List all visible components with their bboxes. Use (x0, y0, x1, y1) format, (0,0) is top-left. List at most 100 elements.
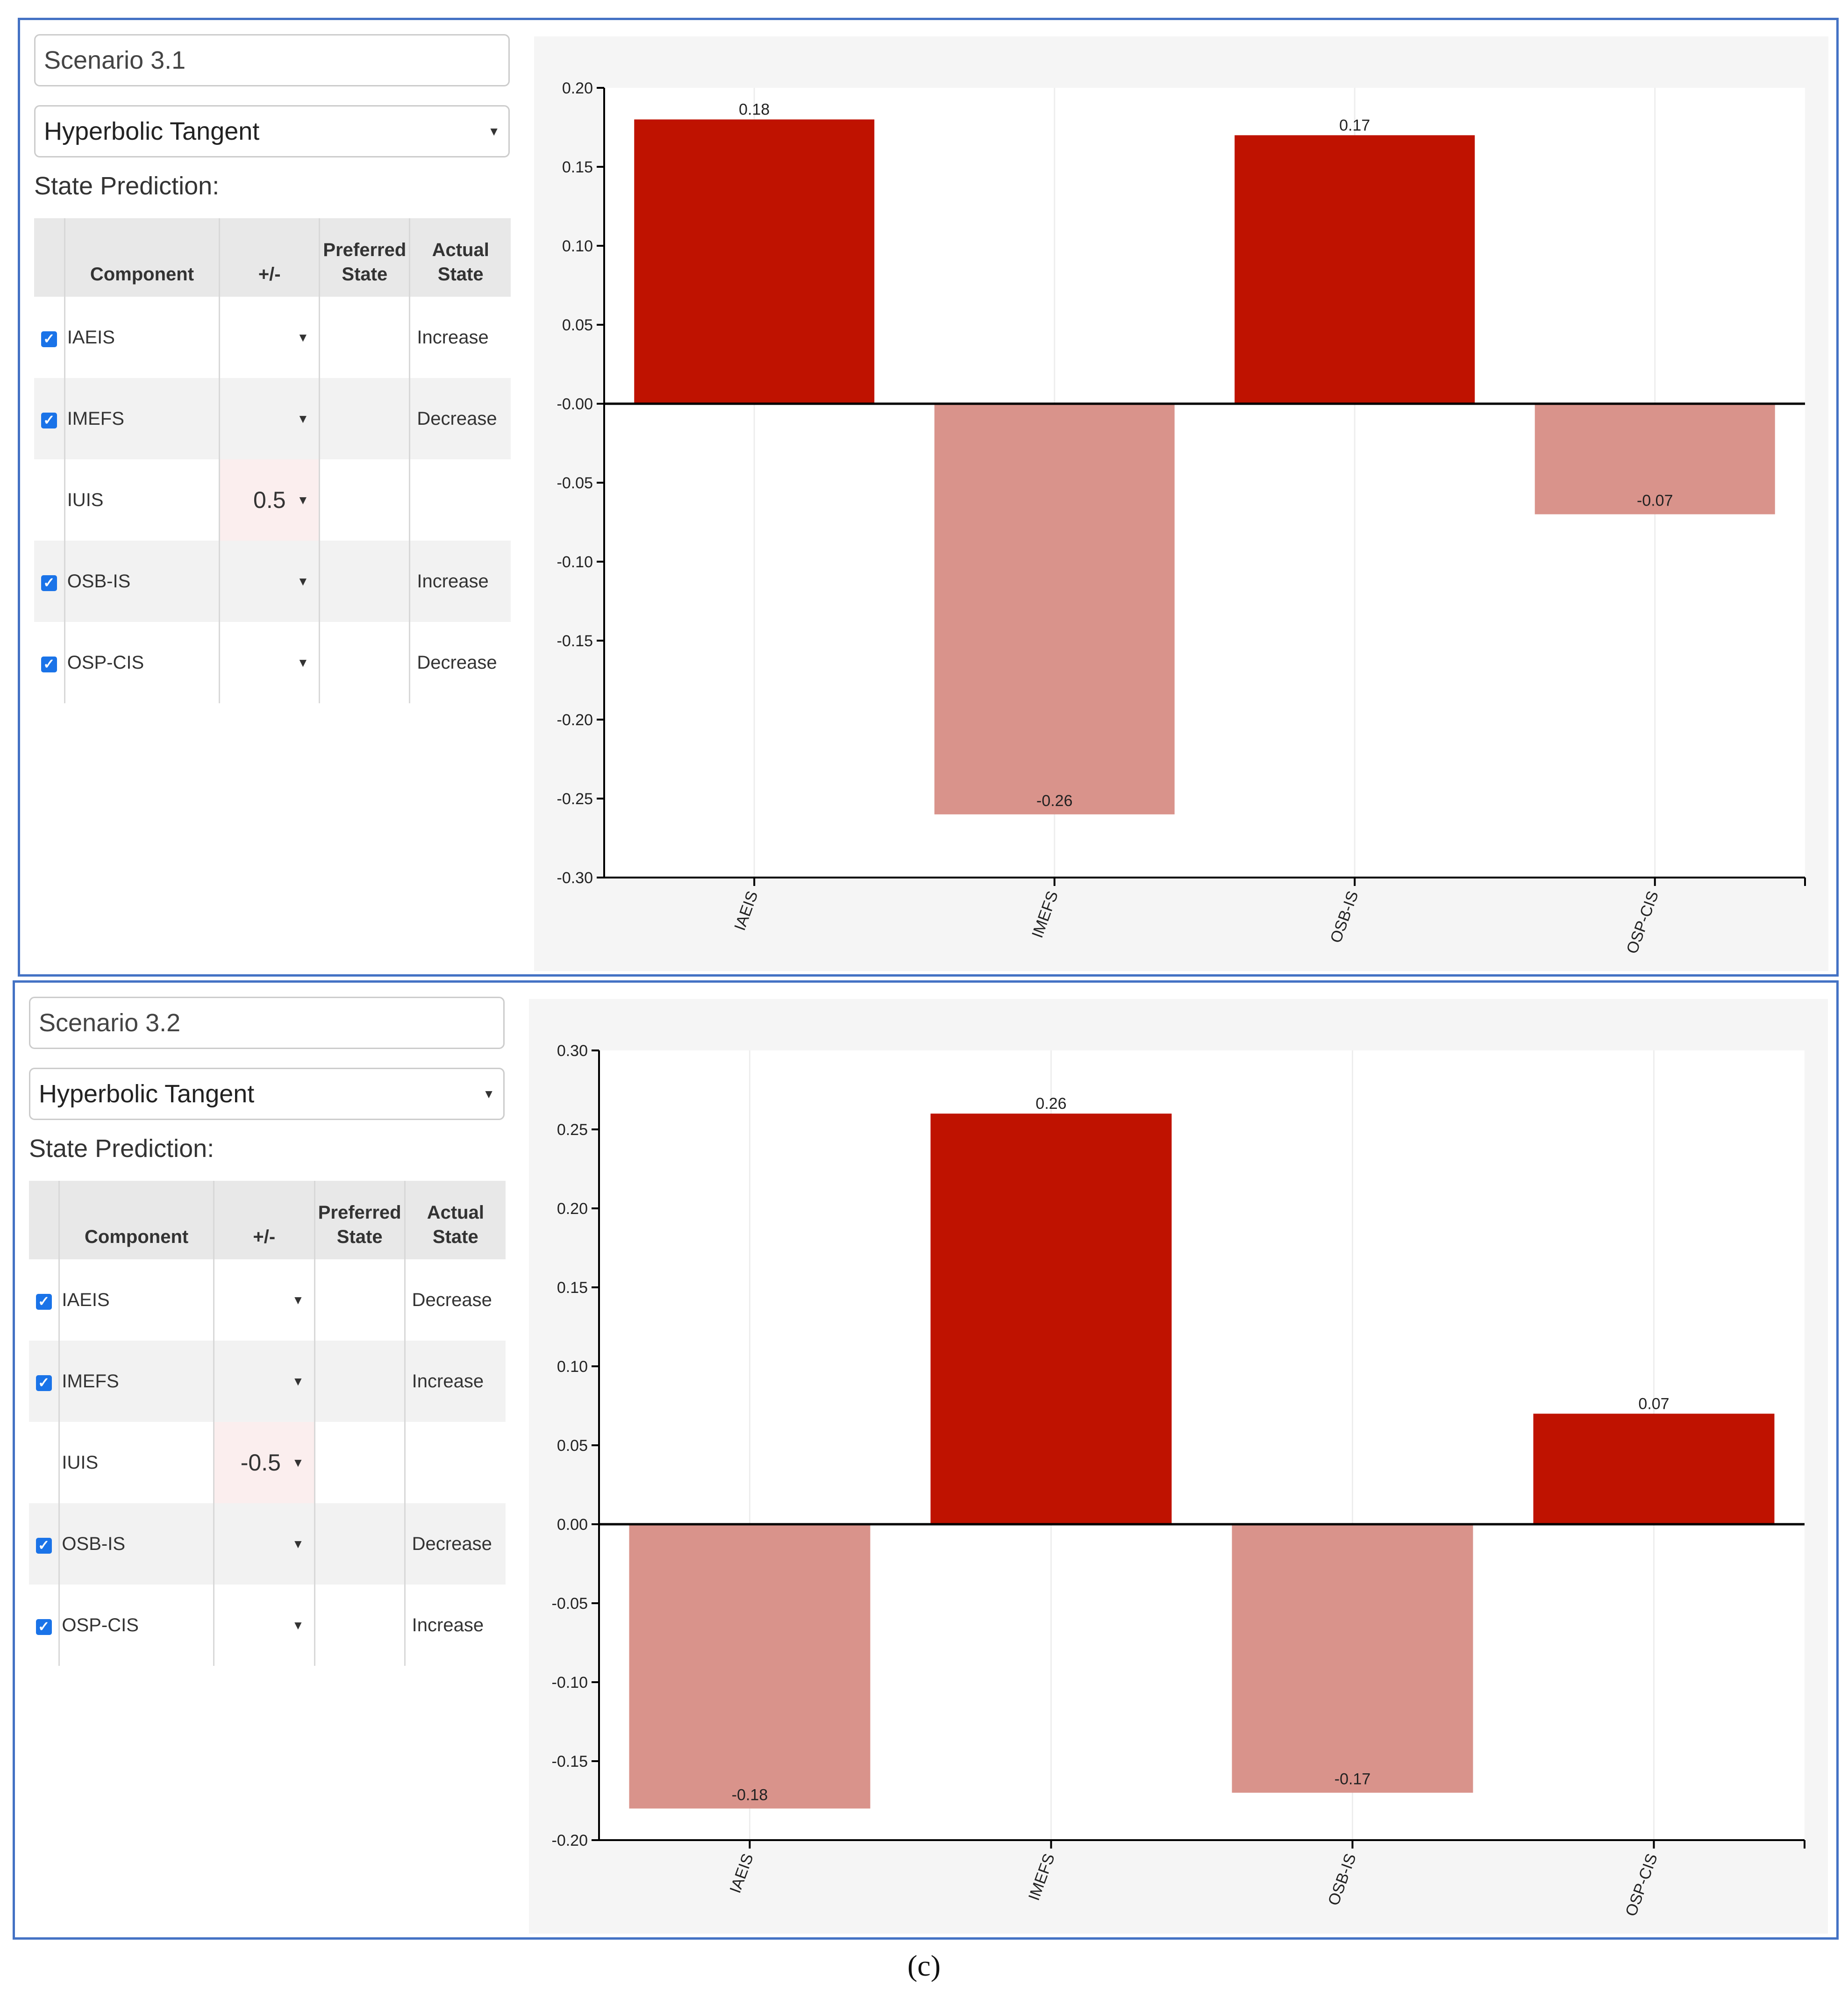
preferred-state-cell[interactable] (319, 459, 410, 541)
y-tick-label: -0.05 (557, 474, 593, 492)
bar-imefs[interactable] (930, 1114, 1172, 1524)
y-tick-label: -0.30 (557, 869, 593, 887)
bar-osp-cis[interactable] (1533, 1413, 1775, 1524)
preferred-state-cell[interactable] (319, 541, 410, 622)
actual-state: Decrease (404, 1259, 506, 1341)
bar-value-label: 0.07 (1638, 1395, 1669, 1413)
table-row: ✓ IAEIS ▼ Increase (34, 297, 511, 378)
scenario-name-input[interactable] (29, 997, 505, 1049)
table-row: ✓ IMEFS ▼ Increase (29, 1341, 506, 1422)
y-tick-label: 0.20 (557, 1200, 588, 1218)
row-checkbox[interactable]: ✓ (36, 1537, 52, 1554)
preferred-state-cell[interactable] (314, 1422, 405, 1503)
scenario-controls: Hyperbolic Tangent ▼ State Prediction: C… (29, 997, 506, 1666)
activation-function-select[interactable]: Hyperbolic Tangent ▼ (34, 105, 510, 157)
row-checkbox[interactable]: ✓ (41, 575, 57, 591)
plus-minus-dropdown[interactable]: -0.5 ▼ (215, 1449, 314, 1476)
preferred-state-cell[interactable] (319, 297, 410, 378)
y-tick-label: 0.25 (557, 1121, 588, 1139)
activation-function-value: Hyperbolic Tangent (39, 1080, 255, 1108)
plus-minus-dropdown[interactable]: ▼ (215, 1293, 314, 1307)
header-component: Component (64, 218, 220, 297)
caret-down-icon: ▼ (292, 1292, 304, 1307)
plus-minus-value: 0.5 (253, 487, 286, 513)
x-tick-label: IAEIS (731, 889, 761, 933)
caret-down-icon: ▼ (297, 411, 309, 426)
y-tick-label: 0.00 (557, 1516, 588, 1534)
caret-down-icon: ▼ (297, 655, 309, 670)
scenario-name-input[interactable] (34, 34, 510, 86)
plus-minus-dropdown[interactable]: ▼ (215, 1618, 314, 1633)
bar-iaeis[interactable] (634, 119, 875, 404)
activation-function-value: Hyperbolic Tangent (44, 117, 260, 145)
component-name: IAEIS (64, 297, 220, 378)
table-row: ✓ OSP-CIS ▼ Increase (29, 1585, 506, 1666)
scenario-panel-2: Hyperbolic Tangent ▼ State Prediction: C… (13, 980, 1839, 1940)
row-checkbox[interactable]: ✓ (41, 656, 57, 672)
preferred-state-cell[interactable] (314, 1341, 405, 1422)
y-tick-label: -0.20 (552, 1832, 588, 1849)
plus-minus-value: -0.5 (240, 1449, 281, 1476)
preferred-state-cell[interactable] (314, 1585, 405, 1666)
caret-down-icon: ▼ (297, 330, 309, 344)
x-tick-label: IMEFS (1028, 889, 1062, 941)
actual-state (409, 459, 511, 541)
component-name: IUIS (58, 1422, 214, 1503)
bar-value-label: -0.17 (1334, 1770, 1371, 1788)
actual-state: Increase (404, 1585, 506, 1666)
bar-imefs[interactable] (934, 404, 1175, 814)
figure-caption: (c) (907, 1949, 941, 1982)
y-tick-label: 0.10 (557, 1358, 588, 1376)
caret-down-icon: ▼ (483, 1086, 495, 1101)
header-actual-state: Actual State (404, 1181, 506, 1259)
x-tick-label: IAEIS (727, 1851, 757, 1896)
activation-function-select[interactable]: Hyperbolic Tangent ▼ (29, 1068, 505, 1120)
bar-osb-is[interactable] (1234, 135, 1475, 404)
actual-state (404, 1422, 506, 1503)
scenario-panel-1: Hyperbolic Tangent ▼ State Prediction: C… (18, 18, 1839, 977)
plus-minus-dropdown[interactable]: 0.5 ▼ (221, 486, 318, 514)
x-tick-label: OSP-CIS (1623, 889, 1662, 956)
row-checkbox[interactable]: ✓ (36, 1619, 52, 1635)
preferred-state-cell[interactable] (314, 1503, 405, 1585)
plus-minus-dropdown[interactable]: ▼ (221, 412, 318, 426)
component-name: OSB-IS (64, 541, 220, 622)
actual-state: Decrease (409, 378, 511, 459)
header-preferred-state: Preferred State (319, 218, 410, 297)
component-name: OSP-CIS (64, 622, 220, 703)
preferred-state-cell[interactable] (319, 622, 410, 703)
caret-down-icon: ▼ (292, 1536, 304, 1551)
plus-minus-dropdown[interactable]: ▼ (215, 1374, 314, 1389)
row-checkbox-empty[interactable] (29, 1422, 59, 1503)
bar-osb-is[interactable] (1232, 1524, 1473, 1793)
preferred-state-cell[interactable] (314, 1259, 405, 1341)
bar-osp-cis[interactable] (1534, 404, 1775, 514)
row-checkbox-empty[interactable] (34, 459, 64, 541)
bar-iaeis[interactable] (629, 1524, 870, 1809)
state-prediction-label: State Prediction: (34, 172, 220, 200)
bar-value-label: 0.17 (1339, 116, 1370, 134)
x-tick-label: OSB-IS (1327, 889, 1362, 945)
plus-minus-dropdown[interactable]: ▼ (215, 1537, 314, 1551)
plus-minus-dropdown[interactable]: ▼ (221, 656, 318, 670)
plus-minus-dropdown[interactable]: ▼ (221, 574, 318, 589)
header-checkbox-column (29, 1181, 59, 1259)
plus-minus-dropdown[interactable]: ▼ (221, 330, 318, 345)
y-tick-label: 0.20 (562, 79, 593, 97)
preferred-state-cell[interactable] (319, 378, 410, 459)
actual-state: Increase (404, 1341, 506, 1422)
row-checkbox[interactable]: ✓ (36, 1375, 52, 1391)
caret-down-icon: ▼ (292, 1618, 304, 1632)
component-name: OSP-CIS (58, 1585, 214, 1666)
row-checkbox[interactable]: ✓ (36, 1293, 52, 1310)
row-checkbox[interactable]: ✓ (41, 412, 57, 428)
caret-down-icon: ▼ (292, 1374, 304, 1388)
state-prediction-table: Component +/- Preferred State Actual Sta… (29, 1181, 506, 1666)
component-name: IMEFS (64, 378, 220, 459)
row-checkbox[interactable]: ✓ (41, 331, 57, 347)
actual-state: Increase (409, 297, 511, 378)
bar-chart-area: 0.18 -0.26 0.17 -0.07 0.20 0.15 0.10 0.05 -0.00 -… (534, 36, 1828, 971)
bar-chart: 0.18 -0.26 0.17 -0.07 0.20 0.15 0.10 0.05 -0.00 -… (557, 79, 1806, 956)
table-row: ✓ IAEIS ▼ Decrease (29, 1259, 506, 1341)
y-tick-label: -0.05 (552, 1595, 588, 1613)
